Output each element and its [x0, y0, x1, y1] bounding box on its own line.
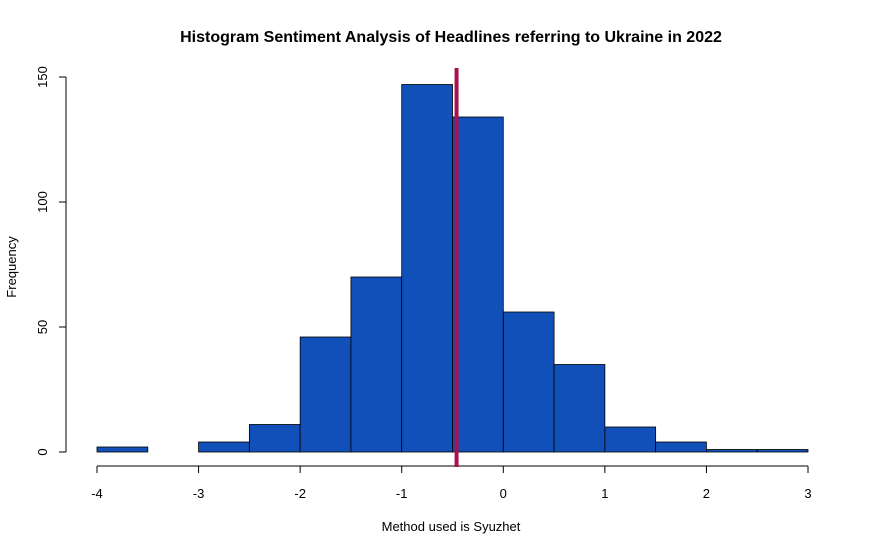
histogram-bar — [655, 441, 707, 453]
histogram-bar — [350, 276, 403, 453]
histogram-bar — [452, 116, 504, 453]
x-tick-label: -2 — [294, 486, 306, 501]
histogram-bar — [299, 336, 352, 453]
x-tick-label: 1 — [601, 486, 608, 501]
y-tick-label: 150 — [35, 66, 50, 88]
y-tick-label: 50 — [35, 320, 50, 334]
chart-title: Histogram Sentiment Analysis of Headline… — [180, 29, 722, 46]
x-tick-label: 0 — [500, 486, 507, 501]
y-tick-label: 100 — [35, 191, 50, 213]
bars-group — [96, 84, 809, 453]
histogram-bar — [604, 426, 657, 453]
histogram-bar — [248, 424, 301, 453]
histogram-bar — [706, 449, 758, 453]
histogram-bar — [198, 441, 250, 453]
x-tick-label: 3 — [804, 486, 811, 501]
histogram-bar — [401, 84, 453, 453]
y-axis-label: Frequency — [4, 236, 19, 298]
x-axis: -4 -3 -2 -1 0 1 2 3 — [91, 465, 812, 501]
histogram-bar — [502, 311, 555, 453]
x-axis-label: Method used is Syuzhet — [382, 519, 521, 534]
y-axis: 0 50 100 150 — [35, 66, 67, 456]
x-tick-label: -3 — [193, 486, 205, 501]
x-tick-label: 2 — [703, 486, 710, 501]
y-tick-label: 0 — [35, 448, 50, 455]
histogram-bar — [756, 449, 809, 453]
x-tick-label: -4 — [91, 486, 103, 501]
x-tick-label: -1 — [396, 486, 408, 501]
histogram-bar — [553, 364, 606, 453]
histogram-bar — [96, 446, 149, 453]
